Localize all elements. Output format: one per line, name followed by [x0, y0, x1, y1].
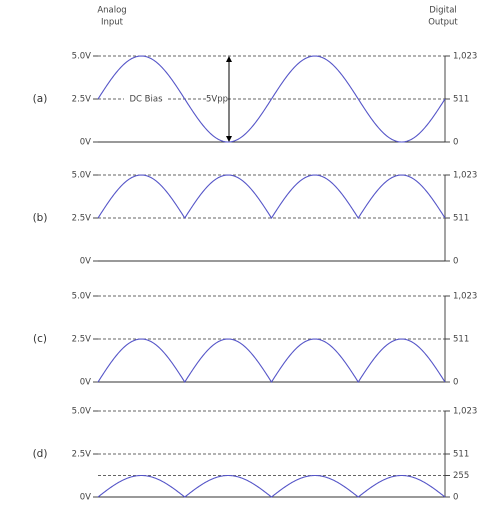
label-bg	[124, 93, 168, 105]
left-tick-label: 2.5V	[72, 450, 92, 460]
right-tick-label: 511	[453, 450, 469, 460]
header-right: Digital	[429, 6, 457, 16]
left-tick-label: 5.0V	[72, 292, 92, 302]
waveform	[97, 174, 446, 220]
header-left: Analog	[97, 6, 126, 16]
right-tick-label: 255	[453, 471, 469, 481]
left-tick-label: 0V	[80, 493, 91, 503]
right-tick-label: 511	[453, 214, 469, 224]
right-tick-label: 511	[453, 335, 469, 345]
left-tick-label: 0V	[80, 138, 91, 148]
left-tick-label: 5.0V	[72, 407, 92, 417]
header-right: Output	[428, 18, 458, 28]
right-tick-label: 0	[453, 138, 458, 148]
left-tick-label: 0V	[80, 257, 91, 267]
left-tick-label: 0V	[80, 378, 91, 388]
right-tick-label: 1,023	[453, 171, 477, 181]
waveform	[97, 55, 446, 143]
waveform	[97, 474, 446, 498]
right-tick-label: 0	[453, 493, 458, 503]
label-bg	[207, 93, 227, 105]
left-tick-label: 5.0V	[72, 171, 92, 181]
left-tick-label: 2.5V	[72, 335, 92, 345]
panel-label: (a)	[33, 93, 48, 105]
dc-bias-label: DC Bias	[129, 95, 163, 105]
left-tick-label: 5.0V	[72, 52, 92, 62]
arrow-head	[226, 136, 232, 142]
panel-label: (c)	[33, 333, 47, 345]
right-tick-label: 0	[453, 378, 458, 388]
left-tick-label: 2.5V	[72, 95, 92, 105]
panel-label: (b)	[33, 212, 48, 224]
waveform	[97, 338, 446, 384]
right-tick-label: 511	[453, 95, 469, 105]
amplitude-label: 5Vpp	[206, 95, 228, 105]
arrow-head	[226, 56, 232, 62]
header-left: Input	[101, 18, 124, 28]
right-tick-label: 1,023	[453, 292, 477, 302]
left-tick-label: 2.5V	[72, 214, 92, 224]
right-tick-label: 0	[453, 257, 458, 267]
panel-label: (d)	[33, 448, 48, 460]
right-tick-label: 1,023	[453, 407, 477, 417]
right-tick-label: 1,023	[453, 52, 477, 62]
